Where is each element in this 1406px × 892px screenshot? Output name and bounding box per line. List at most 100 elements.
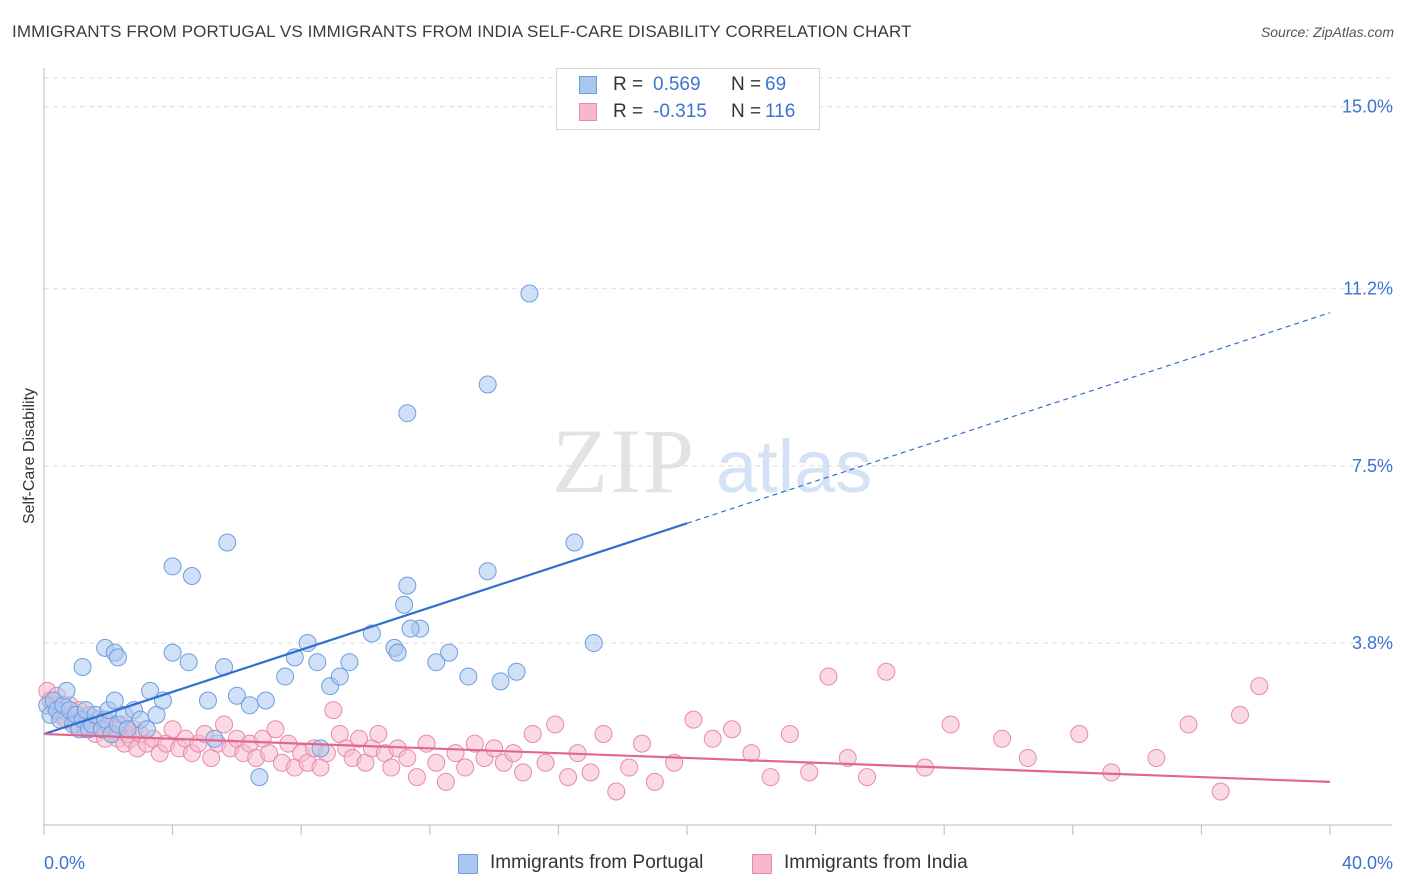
y-tick-label: 15.0% — [1342, 97, 1393, 117]
portugal-point — [478, 375, 497, 394]
india-point — [703, 729, 722, 748]
trend-layer — [43, 312, 1331, 784]
legend-r-value: 0.569 — [653, 74, 701, 95]
legend-n-label: N = — [731, 74, 762, 95]
portugal-point — [256, 691, 275, 710]
india-point — [382, 758, 401, 777]
india-point — [266, 720, 285, 739]
correlation-legend: R = 0.569 N = 69 R = -0.315 N = 116 — [556, 68, 820, 130]
legend-swatch-portugal — [579, 76, 597, 94]
india-point — [1102, 763, 1121, 782]
india-point — [215, 715, 234, 734]
portugal-point — [240, 696, 259, 715]
india-point — [436, 772, 455, 791]
portugal-point — [227, 686, 246, 705]
watermark-zip: ZIP — [552, 410, 696, 512]
portugal-point — [340, 653, 359, 672]
india-point — [858, 768, 877, 787]
india-point — [407, 768, 426, 787]
india-point — [427, 753, 446, 772]
portugal-point — [218, 533, 237, 552]
portugal-point — [398, 576, 417, 595]
watermark-atlas: atlas — [716, 425, 872, 508]
india-point — [723, 720, 742, 739]
india-point — [465, 734, 484, 753]
portugal-point — [105, 691, 124, 710]
india-point — [456, 758, 475, 777]
india-point — [941, 715, 960, 734]
india-point — [523, 725, 542, 744]
india-point — [620, 758, 639, 777]
india-trend-line — [43, 732, 1331, 784]
portugal-point — [362, 624, 381, 643]
india-point — [369, 725, 388, 744]
portugal-point — [520, 284, 539, 303]
portugal-trend-line — [43, 522, 688, 736]
y-tick-label: 3.8% — [1352, 633, 1393, 653]
india-point — [260, 744, 279, 763]
portugal-point — [182, 567, 201, 585]
india-point — [632, 734, 651, 753]
chart-title: IMMIGRANTS FROM PORTUGAL VS IMMIGRANTS F… — [12, 22, 912, 41]
portugal-point — [205, 729, 224, 748]
india-point — [546, 715, 565, 734]
portugal-point — [388, 643, 407, 662]
portugal-point — [57, 681, 76, 700]
india-point — [536, 753, 555, 772]
portugal-point — [478, 562, 497, 581]
portugal-point — [137, 720, 156, 739]
series-india-points — [38, 662, 1269, 801]
portugal-point — [73, 657, 92, 676]
x-tick-label: 40.0% — [1342, 853, 1393, 873]
y-tick-label: 7.5% — [1352, 456, 1393, 476]
legend-n-label: N = — [731, 101, 762, 122]
portugal-point — [250, 768, 269, 787]
grid-layer — [44, 77, 1392, 644]
portugal-point — [308, 653, 327, 672]
india-point — [684, 710, 703, 729]
portugal-point — [491, 672, 510, 691]
source-credit: Source: ZipAtlas.com — [1260, 24, 1394, 40]
portugal-trend-extension — [686, 312, 1331, 524]
india-point — [1211, 782, 1230, 801]
india-point — [877, 662, 896, 681]
legend-label-portugal: Immigrants from Portugal — [490, 852, 704, 873]
tick-label-layer: 3.8% 7.5% 11.2% 15.0% 0.0% 40.0% — [44, 97, 1393, 873]
portugal-point — [427, 653, 446, 672]
legend-n-value: 116 — [765, 101, 796, 122]
y-axis-label: Self-Care Disability — [21, 388, 38, 524]
india-point — [324, 701, 343, 720]
x-tick-label: 0.0% — [44, 853, 85, 873]
india-point — [838, 748, 857, 767]
portugal-point — [163, 643, 182, 662]
portugal-point — [330, 667, 349, 686]
portugal-point — [507, 662, 526, 681]
india-point — [350, 729, 369, 748]
india-point — [819, 667, 838, 686]
legend-r-label: R = — [613, 74, 644, 95]
legend-label-india: Immigrants from India — [784, 852, 968, 873]
portugal-point — [565, 533, 584, 552]
portugal-point — [401, 619, 420, 638]
portugal-point — [440, 643, 459, 662]
portugal-point — [311, 739, 330, 758]
portugal-point — [108, 648, 127, 667]
india-point — [594, 725, 613, 744]
india-point — [761, 768, 780, 787]
portugal-point — [398, 404, 417, 423]
series-portugal-points — [38, 284, 603, 787]
india-point — [780, 725, 799, 744]
y-tick-label: 11.2% — [1343, 279, 1393, 299]
portugal-point — [395, 595, 414, 614]
portugal-point — [163, 557, 182, 576]
india-point — [742, 744, 761, 763]
india-point — [645, 772, 664, 791]
legend-swatch-portugal — [458, 854, 478, 874]
india-point — [1018, 748, 1037, 767]
legend-swatch-india — [752, 854, 772, 874]
india-point — [993, 729, 1012, 748]
portugal-point — [459, 667, 478, 686]
india-point — [1070, 725, 1089, 744]
india-point — [398, 748, 417, 767]
